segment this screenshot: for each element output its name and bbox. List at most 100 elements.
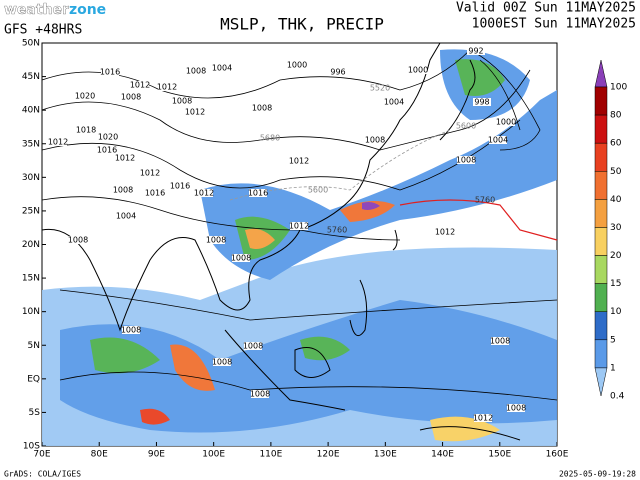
lon-label: 150E [488, 450, 511, 460]
lon-label: 140E [431, 450, 454, 460]
isobar-label-bg [244, 342, 262, 350]
isobar-label-bg [253, 104, 271, 112]
colorbar-box [594, 142, 608, 172]
lat-label: 40N [22, 106, 40, 116]
isobar-label-bg [117, 212, 135, 220]
thickness-label: 5760 [327, 226, 347, 235]
isobar-label-bg [141, 169, 159, 177]
valid-utc: Valid 00Z Sun 11MAY2025 [456, 1, 636, 16]
isobar-label-bg [187, 67, 205, 75]
isobar-label-bg [249, 189, 267, 197]
isobar-label: 1008 [456, 156, 476, 165]
thickness-5760 [399, 199, 558, 241]
isobar-label: 1008 [365, 136, 385, 145]
isobar-label: 1008 [506, 404, 526, 413]
isobar-label: 1012 [289, 222, 309, 231]
isobar-label: 1000 [496, 118, 516, 127]
isobar-label: 996 [330, 68, 345, 77]
isobar-label: 1016 [100, 68, 120, 77]
isobar-label: 1012 [194, 189, 214, 198]
isobar-label-bg [131, 81, 149, 89]
colorbar-label: 0.4 [610, 392, 625, 402]
isobar-label-bg [99, 133, 117, 141]
isobar-label-bg [114, 186, 132, 194]
isobar-label: 1012 [115, 154, 135, 163]
isobar-label-bg [491, 337, 509, 345]
isobar-label: 1012 [140, 169, 160, 178]
isobar-label: 1004 [384, 98, 404, 107]
lon-label: 90E [148, 450, 165, 460]
isobar-label-bg [507, 404, 525, 412]
isobar-label: 1020 [75, 92, 95, 101]
isobar-label-bg [436, 228, 454, 236]
colorbar-label: 100 [610, 83, 627, 93]
brand-a: weather [4, 2, 69, 18]
lat-label: 45N [22, 72, 40, 82]
coastlines [41, 42, 521, 441]
colorbar-label: 30 [610, 223, 622, 233]
isobar-label: 1012 [157, 83, 177, 92]
isobar-label-bg [171, 182, 189, 190]
isobar-label: 1008 [113, 186, 133, 195]
isobar-label-bg [195, 189, 213, 197]
isobar-label-bg [69, 236, 87, 244]
isobar-label: 1008 [252, 104, 272, 113]
isobar-label-bg [213, 64, 231, 72]
colorbar-label: 20 [610, 251, 622, 261]
isobar-label-bg [329, 68, 347, 76]
lat-label: 30N [22, 173, 40, 183]
lat-label: 10S [23, 442, 40, 452]
isobar-label: 1000 [408, 66, 428, 75]
lon-label: 80E [91, 450, 108, 460]
thickness-label: 5680 [260, 134, 280, 143]
lon-label: 100E [202, 450, 225, 460]
isobar-label: 1008 [490, 337, 510, 346]
map-area [41, 42, 558, 447]
lat-label: 20N [22, 240, 40, 250]
isobar-label: 1000 [287, 61, 307, 70]
isobar-label-bg [158, 83, 176, 91]
thickness-label: 5600 [456, 122, 476, 131]
isobar-label-bg [457, 156, 475, 164]
isobar-label: 1008 [68, 236, 88, 245]
isobar-label: 1012 [130, 81, 150, 90]
footer-credit: GrADS: COLA/IGES [4, 470, 81, 479]
colorbar-label: 10 [610, 307, 622, 317]
isobar-label-bg [101, 68, 119, 76]
brand: weatherzone [4, 2, 106, 18]
isobar-label-bg [489, 136, 507, 144]
isobar-label: 1004 [488, 136, 508, 145]
colorbar-bottom [594, 367, 608, 397]
footer-timestamp: 2025-05-09-19:28 [559, 470, 636, 479]
isobar-label-bg [288, 61, 306, 69]
colorbar-box [594, 171, 608, 200]
isobar-label: 1004 [212, 64, 232, 73]
lon-label: 160E [546, 450, 569, 460]
isobar-label: 1008 [212, 358, 232, 367]
isobar-label: 1004 [116, 212, 136, 221]
isobar-label-bg [186, 108, 204, 116]
brand-b: zone [69, 2, 106, 18]
thickness-label: 5520 [370, 84, 390, 93]
isobar-label: 1012 [289, 157, 309, 166]
isobar-label: 992 [468, 47, 483, 56]
lat-label: 50N [22, 39, 40, 49]
isobar-label: 1008 [186, 67, 206, 76]
colorbar-box [594, 227, 608, 256]
isobar-label-bg [98, 146, 116, 154]
isobar-label: 1018 [76, 126, 96, 135]
isobar-label: 1016 [170, 182, 190, 191]
isobar-label-bg [213, 358, 231, 366]
isobar-label-bg [146, 189, 164, 197]
thickness-label: 5760 [475, 196, 495, 205]
isobar-label: 1008 [206, 236, 226, 245]
isobar-label: 1012 [473, 414, 493, 423]
isobar-label: 1008 [121, 93, 141, 102]
isobar-label-bg [77, 126, 95, 134]
colorbar-box [594, 199, 608, 228]
isobar-label-bg [122, 93, 140, 101]
valid-local: 1000EST Sun 11MAY2025 [472, 17, 636, 32]
isobar-label: 1008 [243, 342, 263, 351]
isobar-label-bg [122, 326, 140, 334]
